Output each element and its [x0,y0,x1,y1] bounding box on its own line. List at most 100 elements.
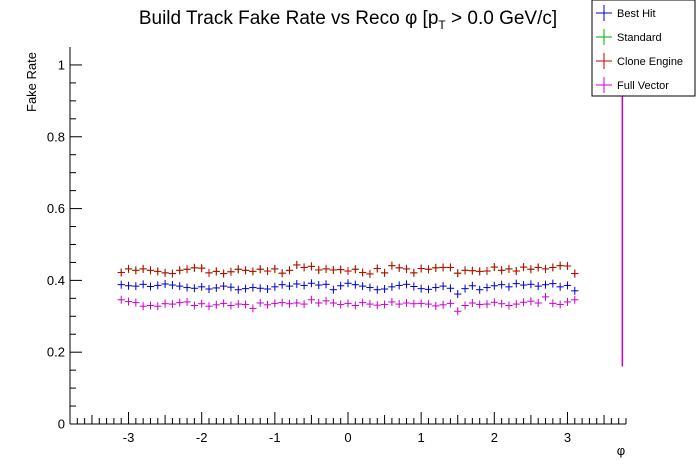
data-point [227,301,235,310]
data-point [241,266,250,275]
data-point [432,301,440,310]
chart-title-tail: > 0.0 GeV/c] [446,8,557,29]
data-point [329,299,338,308]
plot-area [70,47,626,424]
data-point [490,263,498,272]
data-point [534,282,542,291]
data-point [176,282,184,291]
data-point [402,280,411,289]
data-point [497,280,506,289]
data-point [351,301,359,310]
data-point [168,281,177,290]
data-point [161,299,169,308]
data-point [278,298,286,307]
data-point [461,301,469,310]
x-tick-label: 3 [564,430,571,445]
legend-label: Standard [617,32,662,44]
y-tick-label: 0.4 [47,273,65,288]
data-point [124,281,133,290]
data-point [402,299,411,308]
data-point [146,282,155,291]
data-point [505,282,513,291]
data-point [256,299,264,308]
data-point [549,279,557,288]
data-point [395,263,403,272]
data-point [549,299,557,308]
legend: Best Hit Standard Clone Engine Full Vector [591,0,696,97]
data-point [424,265,433,274]
data-point [183,297,191,306]
data-point [571,286,579,295]
data-point [468,266,477,275]
data-point [417,284,425,293]
data-point [212,283,220,292]
data-point [176,298,184,307]
data-point [212,267,220,276]
legend-label: Clone Engine [617,56,683,68]
data-point [454,269,462,278]
data-point [161,279,169,288]
data-point [388,282,396,291]
data-point [139,302,147,311]
data-point [541,264,550,273]
data-point [388,297,396,306]
data-point [263,300,272,309]
data-point [315,265,323,274]
data-point [454,307,462,316]
data-point [541,292,550,301]
data-point [315,281,323,290]
data-point [344,279,352,288]
data-point [234,300,242,309]
data-point [351,265,359,274]
data-point [417,264,425,273]
data-point [139,264,147,273]
x-tick-label: -2 [196,430,208,445]
chart-title-subscript: T [438,18,446,32]
data-point [410,268,418,277]
data-point [541,280,550,289]
data-point [366,283,374,292]
data-point [476,300,484,309]
data-point [395,300,403,309]
data-point [512,267,520,276]
data-point [205,284,213,293]
data-point [293,279,301,288]
data-point [505,264,513,273]
data-point [571,269,579,278]
chart-title-main: Build Track Fake Rate vs Reco φ [p [139,8,439,29]
data-point [534,299,542,308]
data-point [249,304,257,313]
data-point [183,283,191,292]
data-point [519,263,528,272]
data-point [146,301,155,310]
series-best-hit [117,279,579,299]
data-point [337,281,345,290]
chart-title: Build Track Fake Rate vs Reco φ [pT > 0.… [139,8,557,32]
x-axis-label: φ [617,443,625,458]
data-point [556,282,564,291]
data-point [556,300,564,309]
legend-label: Best Hit [617,8,656,20]
data-point [512,279,520,288]
data-point [519,281,528,290]
y-tick-label: 1 [58,57,65,72]
data-point [483,283,491,292]
data-point [373,285,381,294]
data-point [337,265,345,274]
data-point [154,281,162,290]
data-point [490,281,498,290]
y-axis-label: Fake Rate [24,52,39,112]
data-point [322,296,330,305]
data-point [358,268,367,277]
data-point [329,265,338,274]
data-point [497,299,506,308]
data-point [344,299,352,308]
data-point [549,263,557,272]
data-point [307,262,316,271]
data-point [519,298,528,307]
data-point [300,300,308,309]
data-point [190,284,199,293]
data-point [278,269,286,278]
data-point [212,300,220,309]
data-point [146,266,155,275]
